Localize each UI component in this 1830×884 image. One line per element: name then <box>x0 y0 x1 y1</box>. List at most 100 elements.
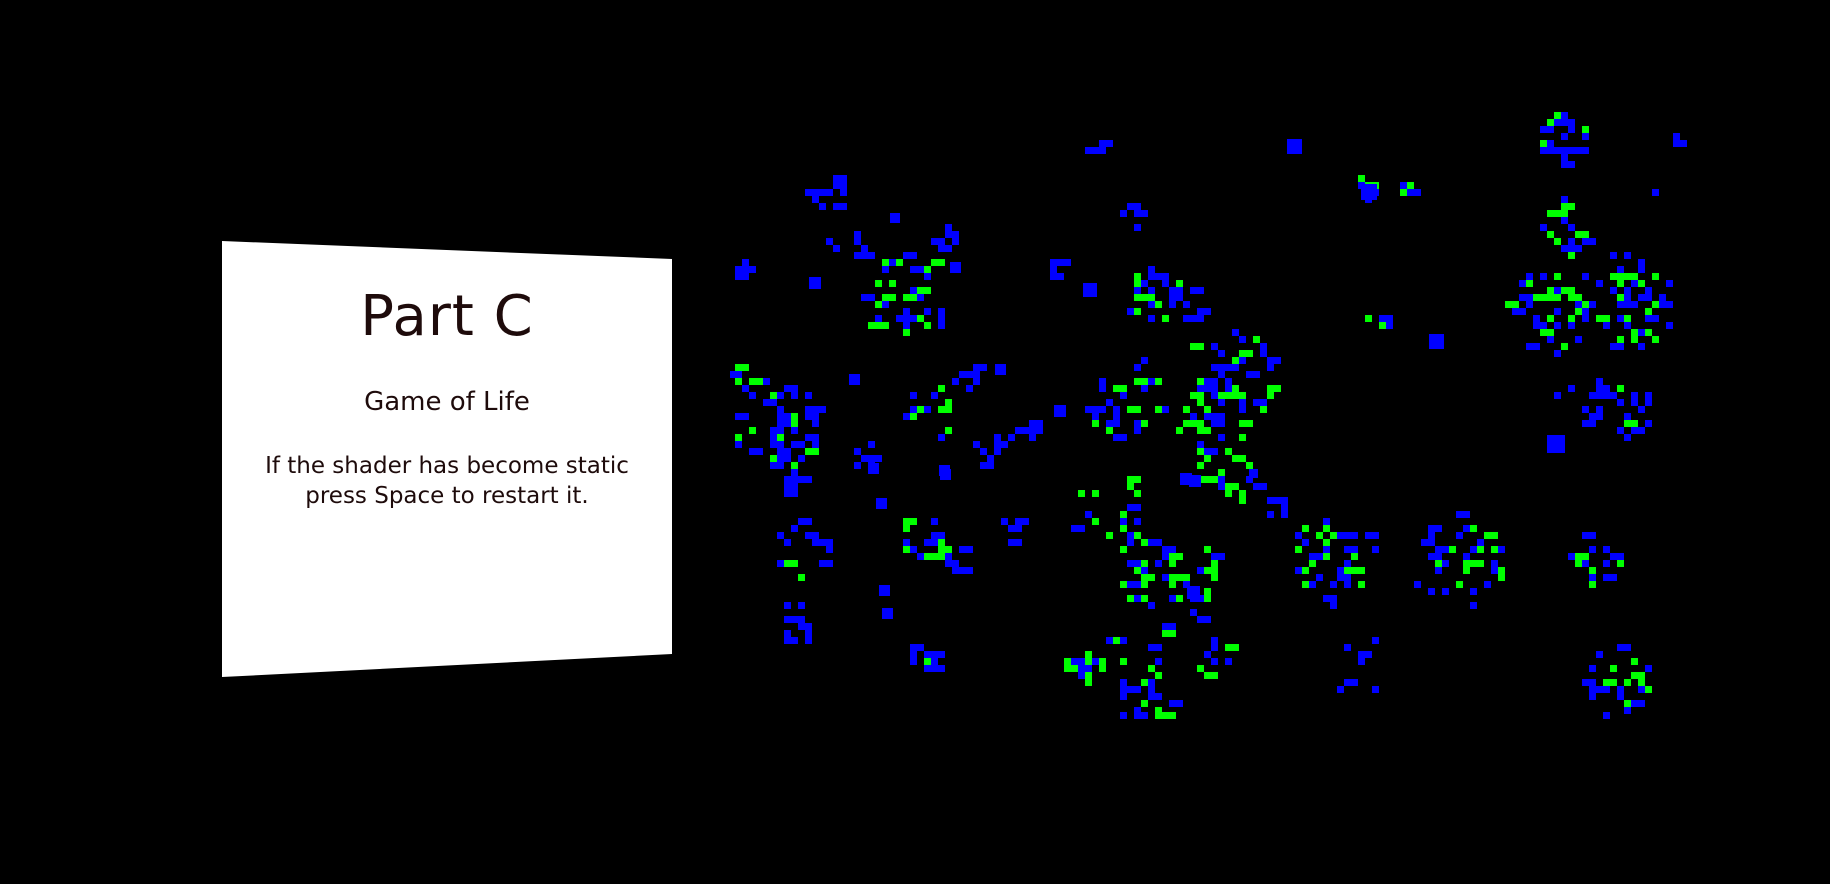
life-cell <box>1631 672 1638 679</box>
life-cell <box>1589 532 1596 539</box>
life-cell <box>1624 301 1631 308</box>
life-cell <box>1414 581 1421 588</box>
life-cell <box>973 371 980 378</box>
life-cell <box>1533 322 1540 329</box>
life-cell <box>1316 553 1323 560</box>
life-cell <box>784 539 791 546</box>
life-cell <box>1603 686 1610 693</box>
life-cell <box>1358 651 1365 658</box>
info-panel: Part C Game of Life If the shader has be… <box>222 241 672 677</box>
life-cell <box>1249 469 1258 478</box>
life-cell <box>861 455 868 462</box>
life-cell <box>1610 679 1617 686</box>
life-cell <box>1169 294 1176 301</box>
life-cell <box>1176 574 1183 581</box>
life-cell <box>1162 712 1169 719</box>
life-cell <box>882 266 889 273</box>
life-cell <box>1141 595 1148 602</box>
life-cell <box>1330 595 1337 602</box>
life-cell <box>903 315 910 322</box>
panel-instructions: If the shader has become static press Sp… <box>265 453 629 509</box>
life-cell <box>1148 679 1155 686</box>
life-cell <box>875 301 882 308</box>
life-cell <box>1211 637 1218 644</box>
life-cell <box>1267 357 1274 364</box>
life-cell <box>1554 322 1561 329</box>
life-cell <box>1274 497 1281 504</box>
life-cell <box>1204 546 1211 553</box>
life-cell <box>1610 665 1617 672</box>
life-cell <box>805 189 812 196</box>
life-cell <box>1134 294 1141 301</box>
life-cell <box>798 455 805 462</box>
life-cell <box>1190 420 1197 427</box>
life-cell <box>730 371 737 378</box>
life-cell <box>1596 378 1603 385</box>
life-cell <box>1351 553 1358 560</box>
life-cell <box>1540 294 1547 301</box>
life-cell <box>879 585 890 596</box>
life-cell <box>1054 405 1066 417</box>
life-cell <box>784 637 791 644</box>
life-cell <box>945 231 952 238</box>
life-cell <box>987 462 994 469</box>
life-cell <box>1568 553 1575 560</box>
life-cell <box>868 455 875 462</box>
life-cell <box>1344 679 1351 686</box>
life-cell <box>924 287 931 294</box>
life-cell <box>1085 651 1092 658</box>
life-cell <box>1141 294 1148 301</box>
life-cell <box>1456 581 1463 588</box>
life-cell <box>770 441 777 448</box>
life-cell <box>1211 553 1218 560</box>
life-cell <box>1561 154 1568 161</box>
life-cell <box>777 427 784 434</box>
life-cell <box>1176 595 1183 602</box>
life-cell <box>1659 301 1666 308</box>
life-cell <box>1561 133 1568 140</box>
life-cell <box>1645 294 1652 301</box>
life-cell <box>1155 672 1162 679</box>
life-cell <box>987 455 994 462</box>
life-cell <box>798 441 805 448</box>
life-cell <box>1176 427 1183 434</box>
life-cell <box>1127 406 1134 413</box>
life-cell <box>1617 273 1624 280</box>
life-cell <box>1617 294 1624 301</box>
life-cell <box>1071 665 1078 672</box>
life-cell <box>798 476 805 483</box>
life-cell <box>931 651 938 658</box>
life-cell <box>1239 420 1246 427</box>
life-cell <box>1211 476 1218 483</box>
life-cell <box>1568 119 1575 126</box>
life-cell <box>1211 385 1218 392</box>
life-cell <box>1218 469 1225 476</box>
life-cell <box>1309 560 1316 567</box>
life-cell <box>784 490 791 497</box>
life-cell <box>889 294 896 301</box>
life-cell <box>1638 329 1645 336</box>
life-cell <box>868 294 875 301</box>
life-cell <box>1197 448 1204 455</box>
life-cell <box>896 315 903 322</box>
life-cell <box>1631 301 1638 308</box>
life-cell <box>784 560 791 567</box>
life-cell <box>1169 574 1176 581</box>
life-cell <box>1176 553 1183 560</box>
life-cell <box>1589 686 1596 693</box>
life-cell <box>952 560 959 567</box>
life-cell <box>1337 532 1344 539</box>
life-cell <box>1113 434 1120 441</box>
life-cell <box>1134 504 1141 511</box>
life-cell <box>798 574 805 581</box>
life-cell <box>1582 420 1589 427</box>
life-cell <box>1575 294 1582 301</box>
life-cell <box>1050 273 1057 280</box>
life-cell <box>777 434 784 441</box>
life-cell <box>1603 392 1610 399</box>
life-cell <box>1141 280 1148 287</box>
life-cell <box>945 245 952 252</box>
life-cell <box>1127 686 1134 693</box>
life-cell <box>1169 301 1176 308</box>
